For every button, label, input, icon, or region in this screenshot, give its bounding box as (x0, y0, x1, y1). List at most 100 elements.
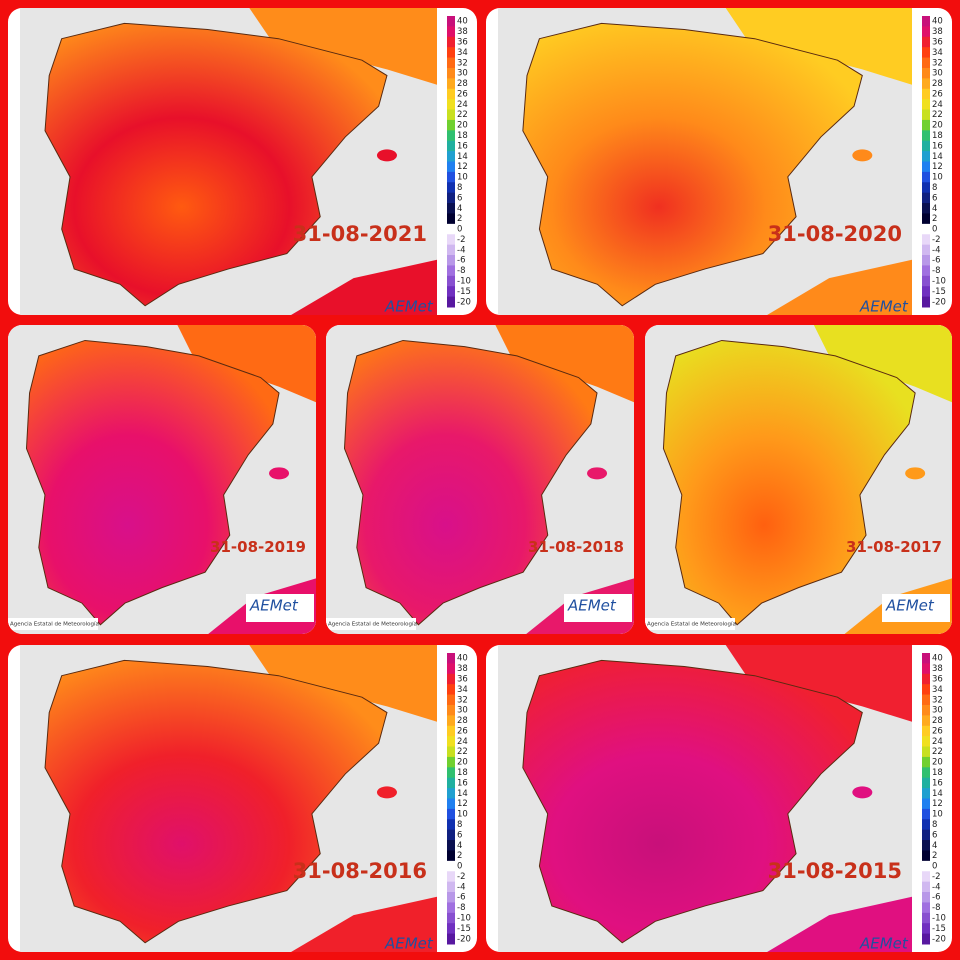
map: 31-08-2021403836343230282624222018161412… (20, 8, 471, 316)
legend-tick: 24 (457, 100, 468, 110)
legend-swatch (447, 26, 455, 38)
legend-swatch (922, 892, 930, 903)
legend-tick: 10 (932, 173, 943, 183)
legend-swatch (922, 47, 930, 59)
legend-tick: 22 (932, 747, 943, 757)
legend-tick: 38 (932, 27, 943, 37)
legend-swatch (447, 286, 455, 298)
legend-tick: 20 (457, 121, 468, 131)
logo: AEMet (859, 935, 909, 953)
logo: AEMet (885, 597, 935, 615)
legend-tick: -2 (457, 235, 465, 245)
legend-swatch (922, 798, 930, 810)
legend-swatch (922, 715, 930, 727)
agency: Agencia Estatal de Meteorología (10, 621, 99, 628)
legend-swatch (447, 99, 455, 111)
legend-swatch (922, 829, 930, 841)
legend-swatch (922, 684, 930, 696)
legend-swatch (447, 902, 455, 914)
legend-tick: -4 (932, 882, 940, 892)
legend-tick: 12 (457, 799, 468, 809)
legend-swatch (922, 902, 930, 914)
map-panel: 31-08-2018 AEMet Agencia Estatal de Meteor… (326, 325, 634, 634)
legend-swatch (922, 88, 930, 100)
date-label: 31-08-2016 (293, 859, 427, 883)
africa (767, 896, 912, 952)
legend-tick: 34 (932, 685, 943, 695)
legend-tick: 32 (932, 58, 943, 68)
logo: AEMet (859, 298, 909, 316)
agency-box (645, 618, 735, 630)
legend-tick: 10 (457, 810, 468, 820)
map-panel: 31-08-2015 40 38 36 34 32 30 28 26 24 22 20 18 16 14 12… (486, 645, 952, 952)
africa (767, 259, 912, 315)
legend-swatch (922, 26, 930, 38)
legend-tick: -15 (457, 287, 471, 297)
iberia (522, 659, 863, 944)
iberia (44, 659, 388, 944)
legend-swatch (447, 78, 455, 90)
legend-swatch (922, 923, 930, 935)
legend-tick: 32 (457, 58, 468, 68)
legend-swatch (922, 57, 930, 69)
legend-swatch (447, 788, 455, 799)
iberia (522, 22, 863, 307)
legend-tick: 14 (457, 789, 468, 799)
legend-tick: -10 (932, 914, 946, 924)
legend-tick: 18 (457, 768, 468, 778)
legend-swatch (447, 67, 455, 79)
france (249, 645, 437, 722)
legend-tick: 10 (932, 810, 943, 820)
legend-swatch (922, 912, 930, 924)
legend-tick: 6 (457, 830, 462, 840)
legend-tick: 8 (457, 183, 462, 193)
balearics (376, 786, 397, 799)
legend-tick: 26 (932, 89, 943, 99)
date-label: 31-08-2015 (768, 859, 902, 883)
legend-swatch (447, 923, 455, 935)
legend-tick: -20 (932, 297, 946, 307)
legend-tick: 14 (457, 152, 468, 162)
legend-swatch (922, 663, 930, 675)
legend-swatch (447, 756, 455, 768)
logo-box (564, 594, 632, 622)
legend-swatch (447, 736, 455, 748)
legend-tick: -20 (457, 934, 471, 944)
legend-tick: 40 (932, 654, 943, 664)
legend-swatch (447, 57, 455, 69)
legend-tick: 28 (932, 716, 943, 726)
logo-box (882, 594, 950, 622)
legend-tick: 16 (932, 141, 943, 151)
legend-swatch (447, 933, 455, 945)
legend-tick: 14 (932, 152, 943, 162)
legend-tick: 0 (932, 862, 937, 872)
legend-swatch (447, 767, 455, 779)
legend-swatch (447, 673, 455, 685)
date-label: 31-08-2020 (768, 222, 902, 246)
legend-tick: -8 (457, 266, 465, 276)
legend-tick: 36 (932, 37, 943, 47)
legend-tick: 12 (932, 799, 943, 809)
legend-swatch (447, 234, 455, 246)
france (813, 325, 952, 403)
legend-swatch (922, 67, 930, 79)
legend-swatch (922, 265, 930, 277)
legend-tick: 38 (457, 664, 468, 674)
legend-swatch (922, 99, 930, 111)
legend-swatch (922, 860, 930, 872)
legend-tick: 36 (457, 674, 468, 684)
france (177, 325, 316, 403)
legend-tick: 16 (457, 778, 468, 788)
legend-swatch (447, 663, 455, 675)
legend-swatch (922, 777, 930, 789)
date-label: 31-08-2021 (293, 222, 427, 246)
legend-tick: 30 (932, 706, 943, 716)
logo: AEMet (384, 298, 434, 316)
legend-swatch (447, 16, 455, 27)
legend-tick: 6 (932, 193, 937, 203)
iberia (343, 339, 598, 626)
legend-tick: -8 (457, 903, 465, 913)
legend-swatch (922, 36, 930, 48)
legend-swatch (447, 850, 455, 862)
legend-swatch (447, 171, 455, 183)
